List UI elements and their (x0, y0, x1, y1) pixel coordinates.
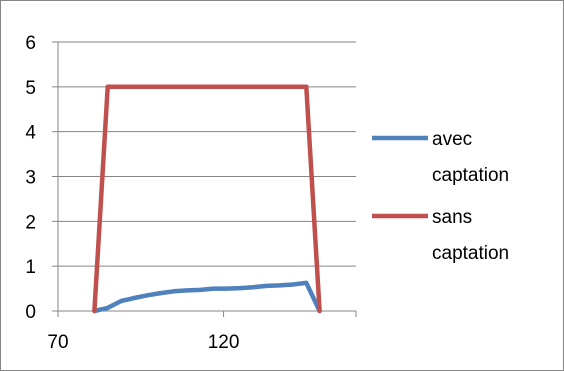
series-line-sans-captation (92, 84, 322, 314)
y-tick-label: 2 (25, 212, 36, 233)
series-layer (92, 84, 322, 314)
y-tick-label: 5 (25, 78, 36, 99)
axes: 0 1 2 3 4 5 6 70 120 (25, 33, 357, 353)
y-tick-label: 1 (25, 257, 36, 278)
legend-label-sans-captation: sans (432, 207, 472, 228)
y-tick-label: 6 (25, 33, 36, 54)
legend-label-avec-captation: avec (432, 129, 472, 150)
series-line-avec-captation (92, 280, 322, 314)
y-tick-label: 4 (25, 123, 36, 144)
legend-label-avec-captation: captation (432, 165, 509, 186)
legend-label-sans-captation: captation (432, 243, 509, 264)
y-tick-label: 0 (25, 302, 36, 323)
x-tick-label: 70 (47, 332, 68, 353)
y-tick-label: 3 (25, 168, 36, 189)
legend: avec captation sans captation (372, 129, 509, 264)
x-tick-label: 120 (208, 332, 240, 353)
